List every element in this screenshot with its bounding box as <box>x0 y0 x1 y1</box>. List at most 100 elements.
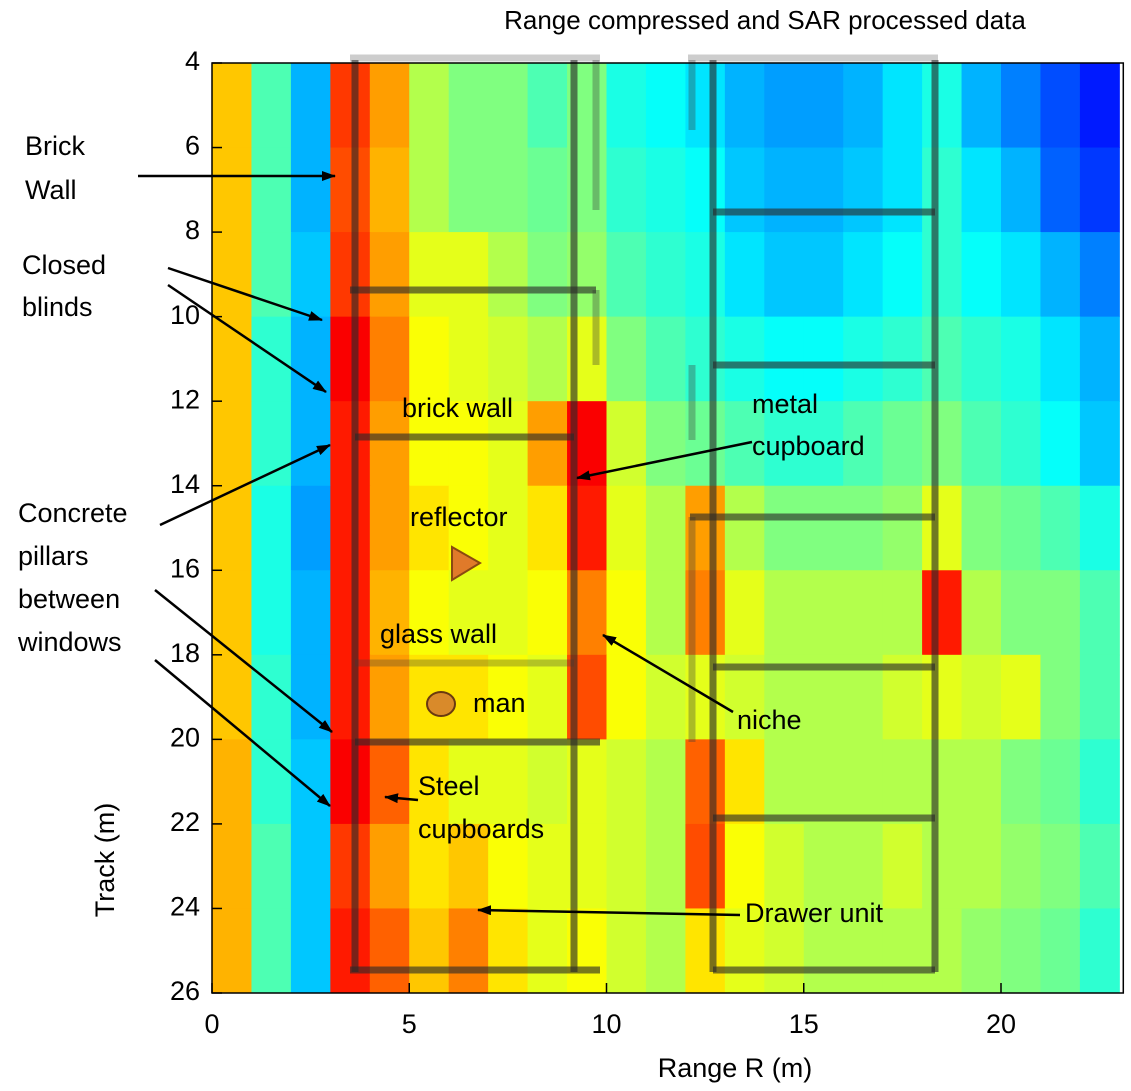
heatmap-cell <box>606 147 647 233</box>
annotation: windows <box>17 627 122 657</box>
heatmap-cell <box>882 63 923 149</box>
heatmap-cell <box>803 739 844 825</box>
heatmap-cell <box>724 232 765 318</box>
heatmap-cell <box>764 401 805 487</box>
heatmap-cell <box>961 739 1002 825</box>
y-tick-label: 8 <box>185 215 200 245</box>
heatmap-cell <box>448 232 489 318</box>
annotation: metal <box>752 389 818 419</box>
heatmap-cell <box>1079 232 1120 318</box>
heatmap-cell <box>212 654 252 740</box>
heatmap-cell <box>882 823 923 909</box>
heatmap-cell <box>606 232 647 318</box>
heatmap-cell <box>645 908 686 994</box>
heatmap-cell <box>251 823 292 909</box>
y-axis-label: Track (m) <box>90 803 120 917</box>
heatmap-cell <box>922 908 963 994</box>
heatmap-cell <box>685 823 726 909</box>
heatmap-cell <box>290 401 331 487</box>
heatmap-cell <box>961 908 1002 994</box>
heatmap-cell <box>606 908 647 994</box>
y-tick-label: 20 <box>170 722 200 752</box>
annotation: cupboard <box>752 431 865 461</box>
heatmap-cell <box>488 316 529 402</box>
heatmap-cell <box>290 232 331 318</box>
heatmap-cell <box>843 908 884 994</box>
heatmap-cell <box>409 823 450 909</box>
heatmap-cell <box>803 63 844 149</box>
heatmap-cell <box>764 823 805 909</box>
heatmap-cell <box>330 823 371 909</box>
heatmap-cell <box>685 908 726 994</box>
heatmap-cell <box>330 654 371 740</box>
heatmap-cell <box>606 401 647 487</box>
heatmap-cell <box>843 401 884 487</box>
y-tick-label: 18 <box>170 638 200 668</box>
heatmap-cell <box>1001 147 1041 233</box>
heatmap-cell <box>527 654 568 740</box>
heatmap-cell <box>212 232 252 318</box>
heatmap-cell <box>251 316 292 402</box>
heatmap-cell <box>369 147 410 233</box>
heatmap-cell <box>1040 654 1081 740</box>
annotation: cupboards <box>418 814 544 844</box>
heatmap-cell <box>448 823 489 909</box>
heatmap-cell <box>685 401 726 487</box>
heatmap-cell <box>488 232 529 318</box>
heatmap-cell <box>961 485 1002 571</box>
heatmap-cell <box>409 570 450 656</box>
x-tick-label: 20 <box>986 1009 1016 1039</box>
heatmap-cell <box>961 232 1002 318</box>
heatmap-cell <box>409 739 450 825</box>
heatmap-cell <box>448 63 489 149</box>
heatmap-cell <box>764 570 805 656</box>
heatmap-cell <box>724 570 765 656</box>
heatmap-cell <box>409 908 450 994</box>
annotation: Closed <box>22 250 106 280</box>
heatmap-cell <box>882 570 923 656</box>
heatmap-cell <box>724 823 765 909</box>
heatmap-cell <box>961 63 1002 149</box>
heatmap-cell <box>1040 739 1081 825</box>
heatmap-cell <box>369 908 410 994</box>
heatmap-cell <box>488 63 529 149</box>
heatmap-cell <box>803 570 844 656</box>
heatmap-cell <box>645 147 686 233</box>
heatmap-cell <box>724 147 765 233</box>
y-tick-label: 4 <box>185 46 200 76</box>
heatmap-cell <box>606 570 647 656</box>
heatmap-cell <box>251 570 292 656</box>
heatmap-cell <box>1001 63 1041 149</box>
heatmap-cell <box>724 316 765 402</box>
heatmap-cell <box>961 401 1002 487</box>
heatmap-cell <box>251 908 292 994</box>
heatmap-cell <box>409 485 450 571</box>
x-tick-label: 0 <box>204 1009 219 1039</box>
man-icon <box>426 691 456 717</box>
heatmap-cell <box>1079 823 1120 909</box>
heatmap-cell <box>330 485 371 571</box>
heatmap-cell <box>803 401 844 487</box>
heatmap-cell <box>448 908 489 994</box>
heatmap-cell <box>409 147 450 233</box>
heatmap-cell <box>882 147 923 233</box>
heatmap-cell <box>1040 147 1081 233</box>
annotation: niche <box>737 705 802 735</box>
x-axis-label: Range R (m) <box>658 1053 813 1083</box>
heatmap-cell <box>369 654 410 740</box>
heatmap-cell <box>1001 823 1041 909</box>
heatmap-cell <box>843 316 884 402</box>
heatmap-cell <box>961 570 1002 656</box>
y-tick-label: 6 <box>185 131 200 161</box>
x-tick-label: 15 <box>789 1009 819 1039</box>
y-tick-label: 12 <box>170 384 200 414</box>
heatmap-cell <box>527 401 568 487</box>
heatmap-cell <box>369 485 410 571</box>
heatmap-cell <box>1040 485 1081 571</box>
heatmap-cell <box>961 823 1002 909</box>
heatmap-cell <box>527 232 568 318</box>
heatmap-cell <box>290 147 331 233</box>
heatmap-cell <box>212 485 252 571</box>
heatmap-cell <box>724 485 765 571</box>
